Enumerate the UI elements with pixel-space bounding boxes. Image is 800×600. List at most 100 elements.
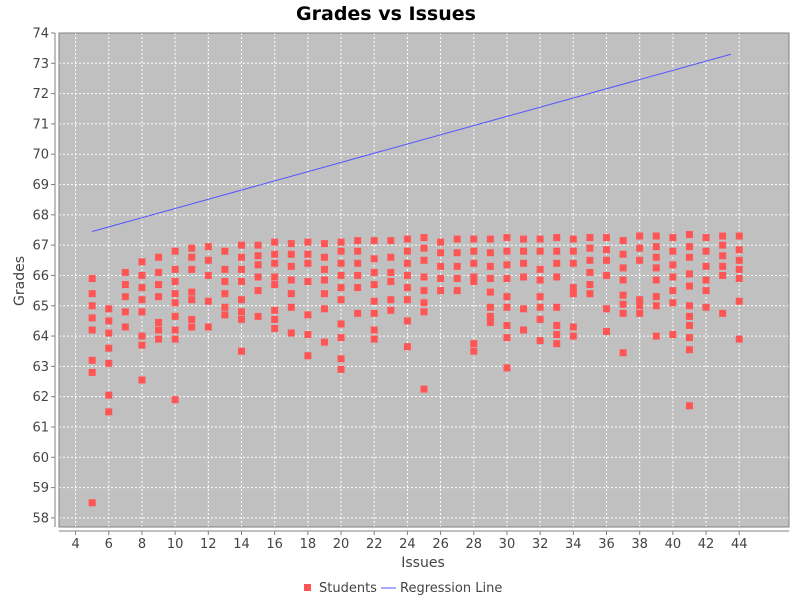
student-point [486, 235, 494, 243]
y-tick-label: 70 [32, 148, 49, 163]
student-point [403, 271, 411, 279]
student-point [254, 312, 262, 320]
student-point [238, 253, 245, 261]
student-point [171, 312, 179, 320]
student-point [685, 270, 693, 278]
student-point [155, 326, 163, 334]
x-tick-label: 6 [105, 537, 113, 552]
student-point [470, 259, 478, 267]
student-point [271, 315, 279, 323]
student-point [254, 287, 262, 295]
student-point [354, 259, 362, 267]
y-tick-label: 59 [32, 481, 49, 496]
student-point [204, 256, 212, 264]
student-point [486, 288, 494, 296]
student-point [337, 296, 345, 304]
x-tick-label: 18 [300, 537, 317, 552]
student-point [254, 252, 262, 260]
student-point [685, 253, 693, 261]
student-point [569, 332, 577, 340]
student-point [221, 247, 229, 255]
student-point [271, 259, 279, 267]
student-point [354, 271, 362, 279]
student-point [553, 259, 561, 267]
student-point [221, 311, 229, 319]
student-point [138, 376, 146, 384]
student-point [437, 238, 445, 246]
student-point [320, 265, 328, 273]
x-axis-ticks: 4 6 8 10 12 14 16 18 20 22 24 26 28 30 32 34 36 38 40 42 44 [71, 531, 748, 552]
student-point [702, 303, 710, 311]
student-point [636, 244, 644, 252]
student-point [520, 273, 528, 281]
y-tick-label: 63 [32, 360, 49, 375]
student-point [619, 250, 627, 258]
student-point [486, 303, 494, 311]
y-tick-label: 62 [32, 390, 49, 405]
student-point [470, 347, 478, 355]
student-point [121, 281, 129, 289]
student-point [453, 262, 461, 270]
student-point [403, 317, 411, 325]
student-point [238, 296, 245, 304]
student-point [238, 278, 245, 286]
student-point [735, 335, 743, 343]
student-point [503, 261, 511, 269]
student-point [188, 288, 196, 296]
student-point [387, 296, 395, 304]
student-point [238, 265, 245, 273]
student-point [586, 244, 594, 252]
student-point [619, 291, 627, 299]
student-point [204, 323, 212, 331]
student-point [370, 309, 378, 317]
student-point [287, 290, 295, 298]
student-point [420, 299, 428, 307]
student-point [503, 303, 511, 311]
student-point [370, 335, 378, 343]
student-point [553, 321, 561, 329]
student-point [387, 237, 395, 245]
student-point [105, 408, 113, 416]
student-point [669, 247, 677, 255]
student-point [204, 243, 212, 251]
student-point [204, 297, 212, 305]
y-axis-ticks: 58 59 60 61 62 63 64 65 66 67 68 69 70 71 72 73 74 [32, 27, 55, 526]
student-point [719, 232, 727, 240]
axes [54, 32, 790, 532]
student-point [238, 308, 245, 316]
student-point [354, 284, 362, 292]
student-point [735, 274, 743, 282]
student-point [254, 241, 262, 249]
student-point [619, 276, 627, 284]
student-point [652, 332, 660, 340]
student-point [271, 238, 279, 246]
regression-series [92, 53, 732, 232]
student-point [536, 337, 544, 345]
student-point [553, 340, 561, 348]
student-point [652, 264, 660, 272]
student-point [685, 231, 693, 239]
student-point [171, 396, 179, 404]
x-tick-label: 30 [499, 537, 516, 552]
student-point [138, 284, 146, 292]
student-point [486, 249, 494, 257]
student-point [155, 281, 163, 289]
student-point [105, 359, 113, 367]
student-point [603, 246, 610, 254]
student-point [486, 262, 494, 270]
student-point [287, 240, 295, 248]
student-point [370, 237, 378, 245]
x-axis-label: Issues [401, 555, 445, 571]
student-point [520, 235, 528, 243]
student-point [636, 302, 644, 310]
student-point [88, 356, 96, 364]
student-point [88, 326, 96, 334]
student-point [238, 347, 245, 355]
y-tick-label: 74 [32, 27, 49, 42]
student-point [586, 290, 594, 298]
student-point [370, 297, 378, 305]
student-point [403, 235, 411, 243]
x-tick-label: 8 [138, 537, 146, 552]
student-point [702, 276, 710, 284]
